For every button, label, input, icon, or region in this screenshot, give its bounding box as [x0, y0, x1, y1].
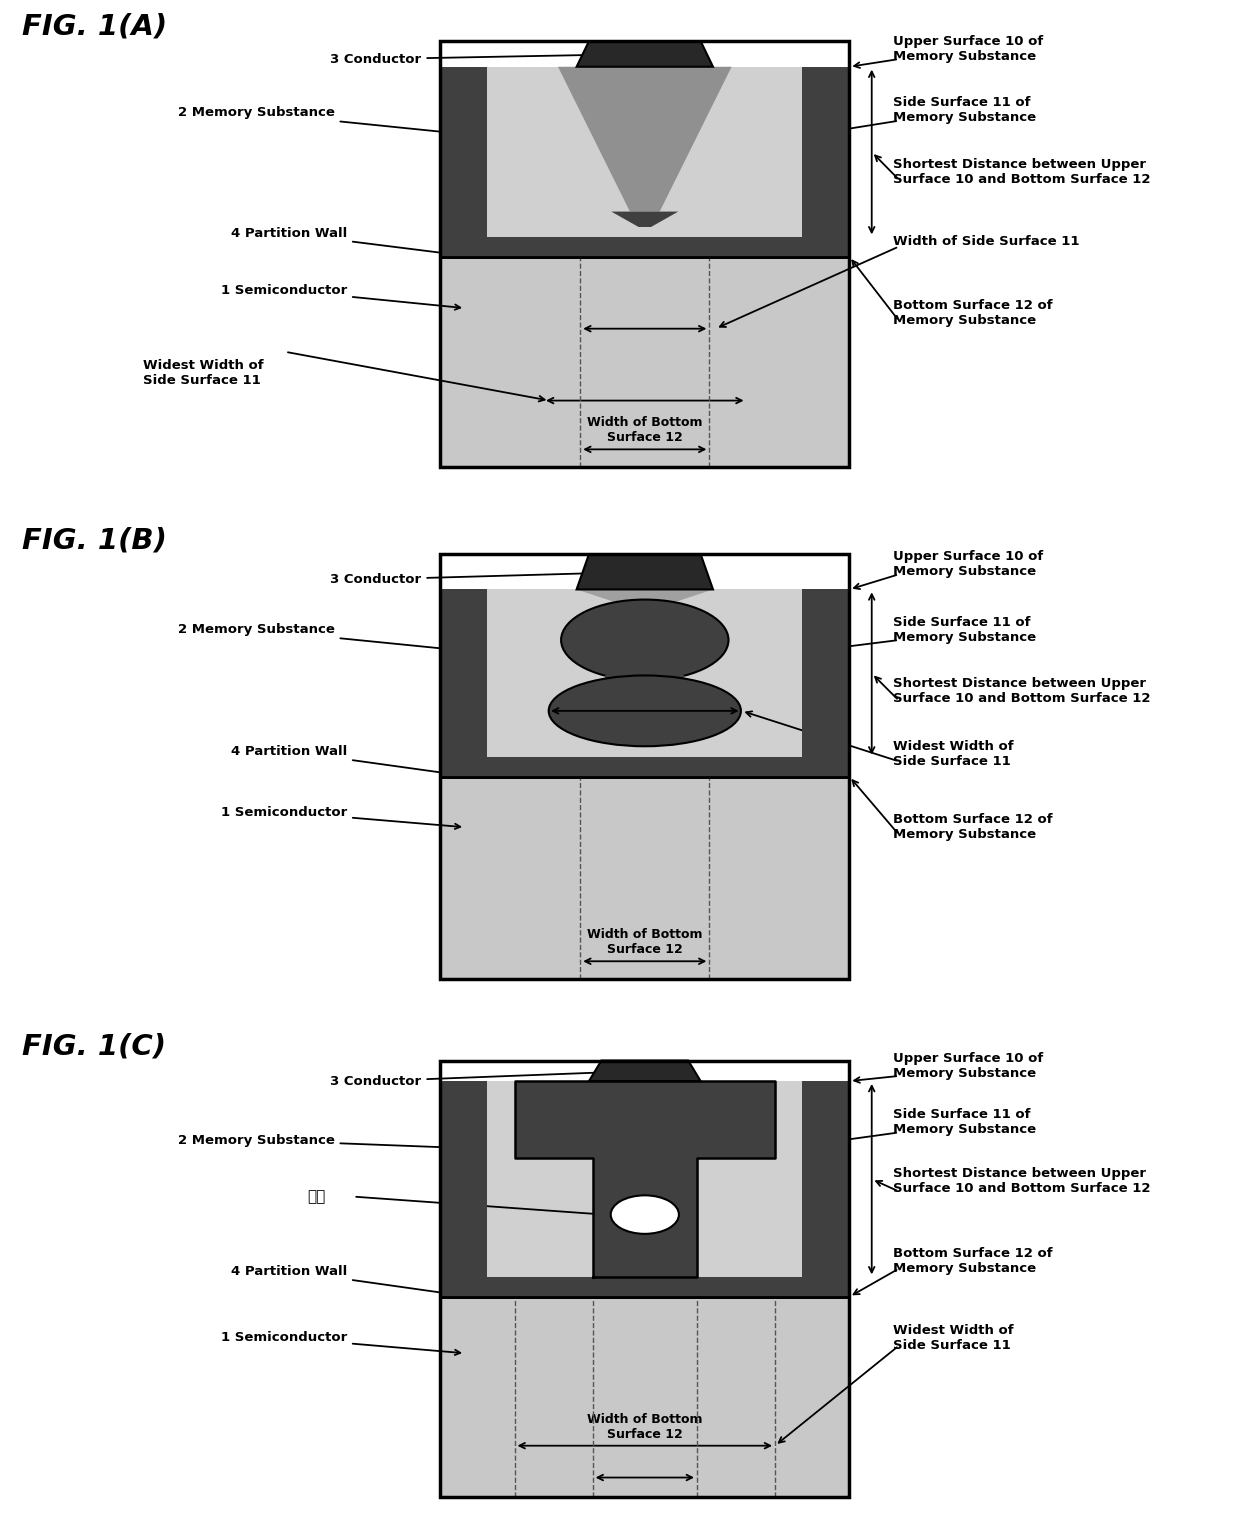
Polygon shape — [440, 590, 487, 777]
Polygon shape — [440, 238, 849, 256]
Polygon shape — [558, 67, 732, 212]
Text: Widest Width of
Side Surface 11: Widest Width of Side Surface 11 — [893, 740, 1013, 768]
Polygon shape — [802, 67, 849, 256]
Ellipse shape — [560, 599, 729, 681]
Polygon shape — [440, 67, 849, 256]
Text: 4 Partition Wall: 4 Partition Wall — [231, 227, 448, 256]
Text: Bottom Surface 12 of
Memory Substance: Bottom Surface 12 of Memory Substance — [893, 1246, 1053, 1275]
Polygon shape — [589, 1061, 701, 1081]
Text: FIG. 1(A): FIG. 1(A) — [22, 12, 167, 41]
Text: 空孔: 空孔 — [308, 1190, 325, 1203]
Polygon shape — [440, 256, 849, 468]
Polygon shape — [440, 757, 849, 777]
Ellipse shape — [548, 676, 742, 747]
Text: 4 Partition Wall: 4 Partition Wall — [231, 1265, 448, 1295]
Text: Side Surface 11 of
Memory Substance: Side Surface 11 of Memory Substance — [893, 616, 1035, 644]
Text: Width of Bottom
Surface 12: Width of Bottom Surface 12 — [587, 1412, 703, 1441]
Text: 2 Memory Substance: 2 Memory Substance — [177, 624, 454, 652]
Text: Side Surface 11 of
Memory Substance: Side Surface 11 of Memory Substance — [893, 1108, 1035, 1136]
Polygon shape — [440, 67, 487, 256]
Text: 3 Conductor: 3 Conductor — [331, 569, 640, 586]
Text: Shortest Distance between Upper
Surface 10 and Bottom Surface 12: Shortest Distance between Upper Surface … — [893, 158, 1151, 185]
Text: FIG. 1(C): FIG. 1(C) — [22, 1032, 166, 1061]
Polygon shape — [487, 590, 802, 757]
Polygon shape — [487, 1081, 802, 1277]
Text: 2 Memory Substance: 2 Memory Substance — [177, 1133, 454, 1150]
Polygon shape — [593, 1157, 697, 1277]
Text: Widest Width of
Side Surface 11: Widest Width of Side Surface 11 — [893, 1325, 1013, 1352]
Polygon shape — [577, 41, 713, 67]
Text: Width of Bottom
Surface 12: Width of Bottom Surface 12 — [587, 927, 703, 957]
Text: 1 Semiconductor: 1 Semiconductor — [221, 284, 460, 310]
Polygon shape — [440, 1297, 849, 1498]
Polygon shape — [802, 590, 849, 777]
Polygon shape — [440, 1277, 849, 1297]
Text: 3 Conductor: 3 Conductor — [331, 52, 640, 66]
Text: Upper Surface 10 of
Memory Substance: Upper Surface 10 of Memory Substance — [893, 550, 1043, 578]
Polygon shape — [802, 1081, 849, 1297]
Text: Bottom Surface 12 of
Memory Substance: Bottom Surface 12 of Memory Substance — [893, 299, 1053, 327]
Text: 1 Semiconductor: 1 Semiconductor — [221, 805, 460, 829]
Polygon shape — [440, 1081, 849, 1297]
Polygon shape — [577, 553, 713, 590]
Text: Width of Bottom
Surface 12: Width of Bottom Surface 12 — [587, 417, 703, 445]
Polygon shape — [611, 212, 678, 227]
Text: 4 Partition Wall: 4 Partition Wall — [231, 745, 448, 776]
Text: Shortest Distance between Upper
Surface 10 and Bottom Surface 12: Shortest Distance between Upper Surface … — [893, 1167, 1151, 1196]
Polygon shape — [515, 1081, 775, 1157]
Text: Bottom Surface 12 of
Memory Substance: Bottom Surface 12 of Memory Substance — [893, 812, 1053, 842]
Text: FIG. 1(B): FIG. 1(B) — [22, 526, 167, 555]
Polygon shape — [487, 67, 802, 238]
Polygon shape — [605, 676, 684, 698]
Text: 1 Semiconductor: 1 Semiconductor — [221, 1331, 460, 1355]
Polygon shape — [440, 777, 849, 980]
Text: Width of Side Surface 11: Width of Side Surface 11 — [893, 235, 1079, 248]
Text: 2 Memory Substance: 2 Memory Substance — [177, 106, 454, 135]
Text: Upper Surface 10 of
Memory Substance: Upper Surface 10 of Memory Substance — [893, 1052, 1043, 1079]
Polygon shape — [440, 590, 849, 777]
Text: Side Surface 11 of
Memory Substance: Side Surface 11 of Memory Substance — [893, 97, 1035, 124]
Text: Widest Width of
Side Surface 11: Widest Width of Side Surface 11 — [143, 360, 263, 388]
Text: Upper Surface 10 of
Memory Substance: Upper Surface 10 of Memory Substance — [893, 35, 1043, 63]
Polygon shape — [440, 1081, 487, 1297]
Polygon shape — [577, 590, 713, 607]
Text: Shortest Distance between Upper
Surface 10 and Bottom Surface 12: Shortest Distance between Upper Surface … — [893, 676, 1151, 705]
Text: 3 Conductor: 3 Conductor — [331, 1069, 640, 1087]
Ellipse shape — [610, 1196, 680, 1234]
